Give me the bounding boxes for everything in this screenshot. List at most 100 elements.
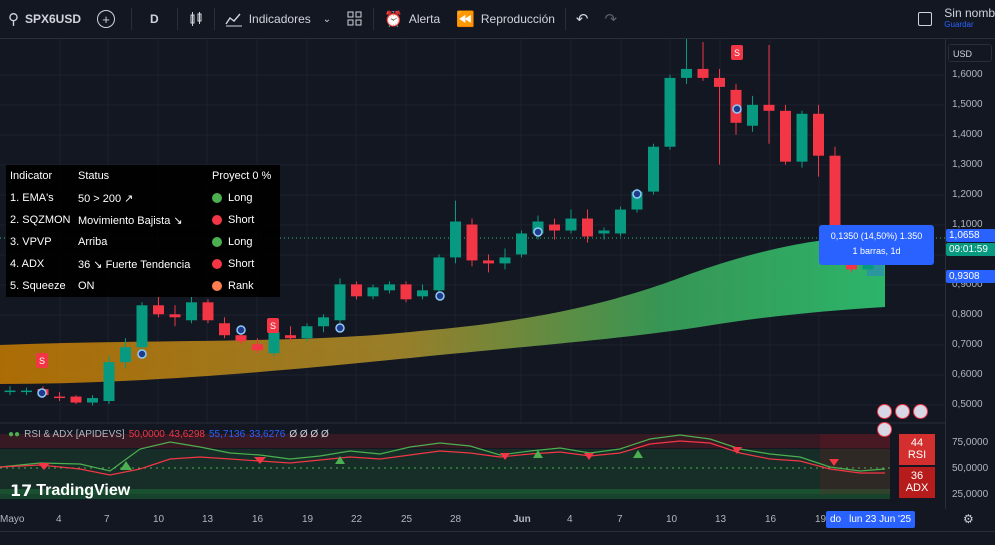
candle xyxy=(384,284,395,291)
time-axis[interactable]: Mayo 4 7 10 13 16 19 22 25 28 Jun 4 7 10 13 16 19 do lun… xyxy=(0,509,974,531)
countdown: 09:01:59 xyxy=(949,244,988,255)
layouts-button[interactable] xyxy=(339,0,371,38)
current-price: 1,0658 xyxy=(949,230,980,241)
candle xyxy=(483,260,494,264)
currency-selector[interactable]: USD xyxy=(948,44,992,62)
tradingview-logo[interactable]: 𝟭𝟳 TradingView xyxy=(10,481,130,501)
header-indicator: Indicator xyxy=(10,170,53,182)
redo-button[interactable]: ↷ xyxy=(597,0,626,38)
row-signal: Long xyxy=(206,192,280,204)
candle xyxy=(598,230,610,234)
adx-label: ADX xyxy=(905,482,929,494)
alert-button[interactable]: ⏰ Alerta xyxy=(376,0,448,38)
ema-cloud xyxy=(0,235,885,384)
flags-icon[interactable] xyxy=(877,404,945,440)
candle xyxy=(582,218,593,237)
symbol-label: SPX6USD xyxy=(25,12,82,26)
price-axis-label: 0,8000 xyxy=(952,309,983,320)
measure-tooltip: 0,1350 (14,50%) 1.350 1 barras, 1d xyxy=(819,225,934,265)
time-axis-label: 13 xyxy=(715,514,727,525)
compare-button[interactable]: + xyxy=(89,0,129,38)
squeeze-marker xyxy=(335,323,345,333)
header-status: Status xyxy=(78,170,110,182)
rsi-line xyxy=(0,434,886,472)
eye-icon[interactable]: ●● xyxy=(8,429,21,440)
search-icon: ⚲ xyxy=(8,11,19,28)
candle xyxy=(153,305,164,315)
sell-signal-label: S xyxy=(270,321,276,331)
plus-circle-icon: + xyxy=(97,10,116,28)
save-layout-button[interactable]: Sin nomb Guardar xyxy=(910,0,995,38)
indicators-button[interactable]: Indicadores ⌄ xyxy=(217,0,339,38)
time-axis-label: 10 xyxy=(153,514,165,525)
symbol-search[interactable]: ⚲ SPX6USD xyxy=(0,0,89,38)
price-axis-label: 0,6000 xyxy=(952,369,983,380)
time-axis-label: 4 xyxy=(56,514,62,525)
rsi-axis-50: 50,0000 xyxy=(952,463,989,474)
table-row: 4. ADX 36 ↘ Fuerte Tendencia Short xyxy=(6,253,280,275)
candle xyxy=(318,317,329,327)
rsi-up-marker xyxy=(633,450,643,458)
row-indicator: 5. Squeeze xyxy=(10,280,66,292)
candle xyxy=(829,155,841,240)
rsi-v1: 50,0000 xyxy=(128,429,165,440)
replay-button[interactable]: ⏪ Reproducción xyxy=(448,0,563,38)
price-axis[interactable]: USD 1,6000 1,5000 1,4000 1,3000 1,2000 1,1000… xyxy=(945,39,995,509)
tv-logo-icon: 𝟭𝟳 xyxy=(10,483,33,500)
rsi-down-marker xyxy=(584,453,594,460)
time-axis-label: 28 xyxy=(450,514,462,525)
candle xyxy=(351,284,362,297)
candle xyxy=(252,344,263,351)
price-chart[interactable]: S S S xyxy=(0,39,945,509)
candle xyxy=(813,113,824,156)
chart-type-button[interactable] xyxy=(180,0,212,38)
signal-label: Rank xyxy=(228,280,254,292)
candle xyxy=(763,104,775,111)
chart-pane[interactable]: S S S 0,1350 (14,50%) 1.350 1 barras, 1d I… xyxy=(0,39,945,509)
rsi-down-marker xyxy=(732,447,742,454)
indicators-label: Indicadores xyxy=(248,12,311,26)
alert-label: Alerta xyxy=(408,12,441,26)
rsi-axis-25: 25,0000 xyxy=(952,489,989,500)
time-tag: do lun 23 Jun '25 xyxy=(826,511,916,528)
time-axis-label: 4 xyxy=(567,514,573,525)
candle xyxy=(747,104,758,126)
candle xyxy=(334,284,346,321)
time-tag-day: do xyxy=(830,514,842,525)
time-tag-date: lun 23 Jun '25 xyxy=(849,514,912,525)
rsi-up-marker xyxy=(533,450,543,458)
candle xyxy=(631,191,643,210)
candle xyxy=(136,305,148,348)
rewind-icon: ⏪ xyxy=(456,11,475,28)
rsi-down-marker xyxy=(38,463,50,470)
undo-button[interactable]: ↶ xyxy=(568,0,597,38)
logo-text: TradingView xyxy=(36,482,131,499)
row-indicator: 4. ADX xyxy=(10,258,45,270)
squeeze-marker xyxy=(236,325,246,335)
candle xyxy=(499,257,511,264)
price-axis-label: 1,5000 xyxy=(952,99,983,110)
table-row: 2. SQZMON Movimiento Bajista ↘ Short xyxy=(6,209,280,231)
signal-label: Short xyxy=(228,214,255,226)
signal-label: Short xyxy=(228,258,255,270)
row-indicator: 1. EMA's xyxy=(10,192,54,204)
ema-price-tag: 0,9308 xyxy=(946,270,995,283)
time-axis-label: 10 xyxy=(666,514,678,525)
interval-button[interactable]: D xyxy=(134,0,175,38)
squeeze-marker xyxy=(732,104,742,114)
price-axis-label: 1,2000 xyxy=(952,189,983,200)
row-signal: Short xyxy=(206,214,280,226)
signal-dot xyxy=(212,259,222,269)
time-axis-label: 7 xyxy=(104,514,110,525)
time-axis-label: 16 xyxy=(765,514,777,525)
rsi-legend[interactable]: ●● RSI & ADX [APIDEVS] 50,0000 43,6298 5… xyxy=(8,429,329,440)
candle xyxy=(417,290,428,297)
settings-gear-icon[interactable]: ⚙ xyxy=(963,512,974,526)
rsi-up-marker xyxy=(335,456,345,464)
price-axis-label: 1,3000 xyxy=(952,159,983,170)
rsi-axis-75: 75,0000 xyxy=(952,437,989,448)
candle xyxy=(169,314,181,318)
current-price-tag: 1,0658 xyxy=(946,229,995,242)
candle xyxy=(4,390,16,393)
row-status: 36 ↘ Fuerte Tendencia xyxy=(78,258,191,271)
